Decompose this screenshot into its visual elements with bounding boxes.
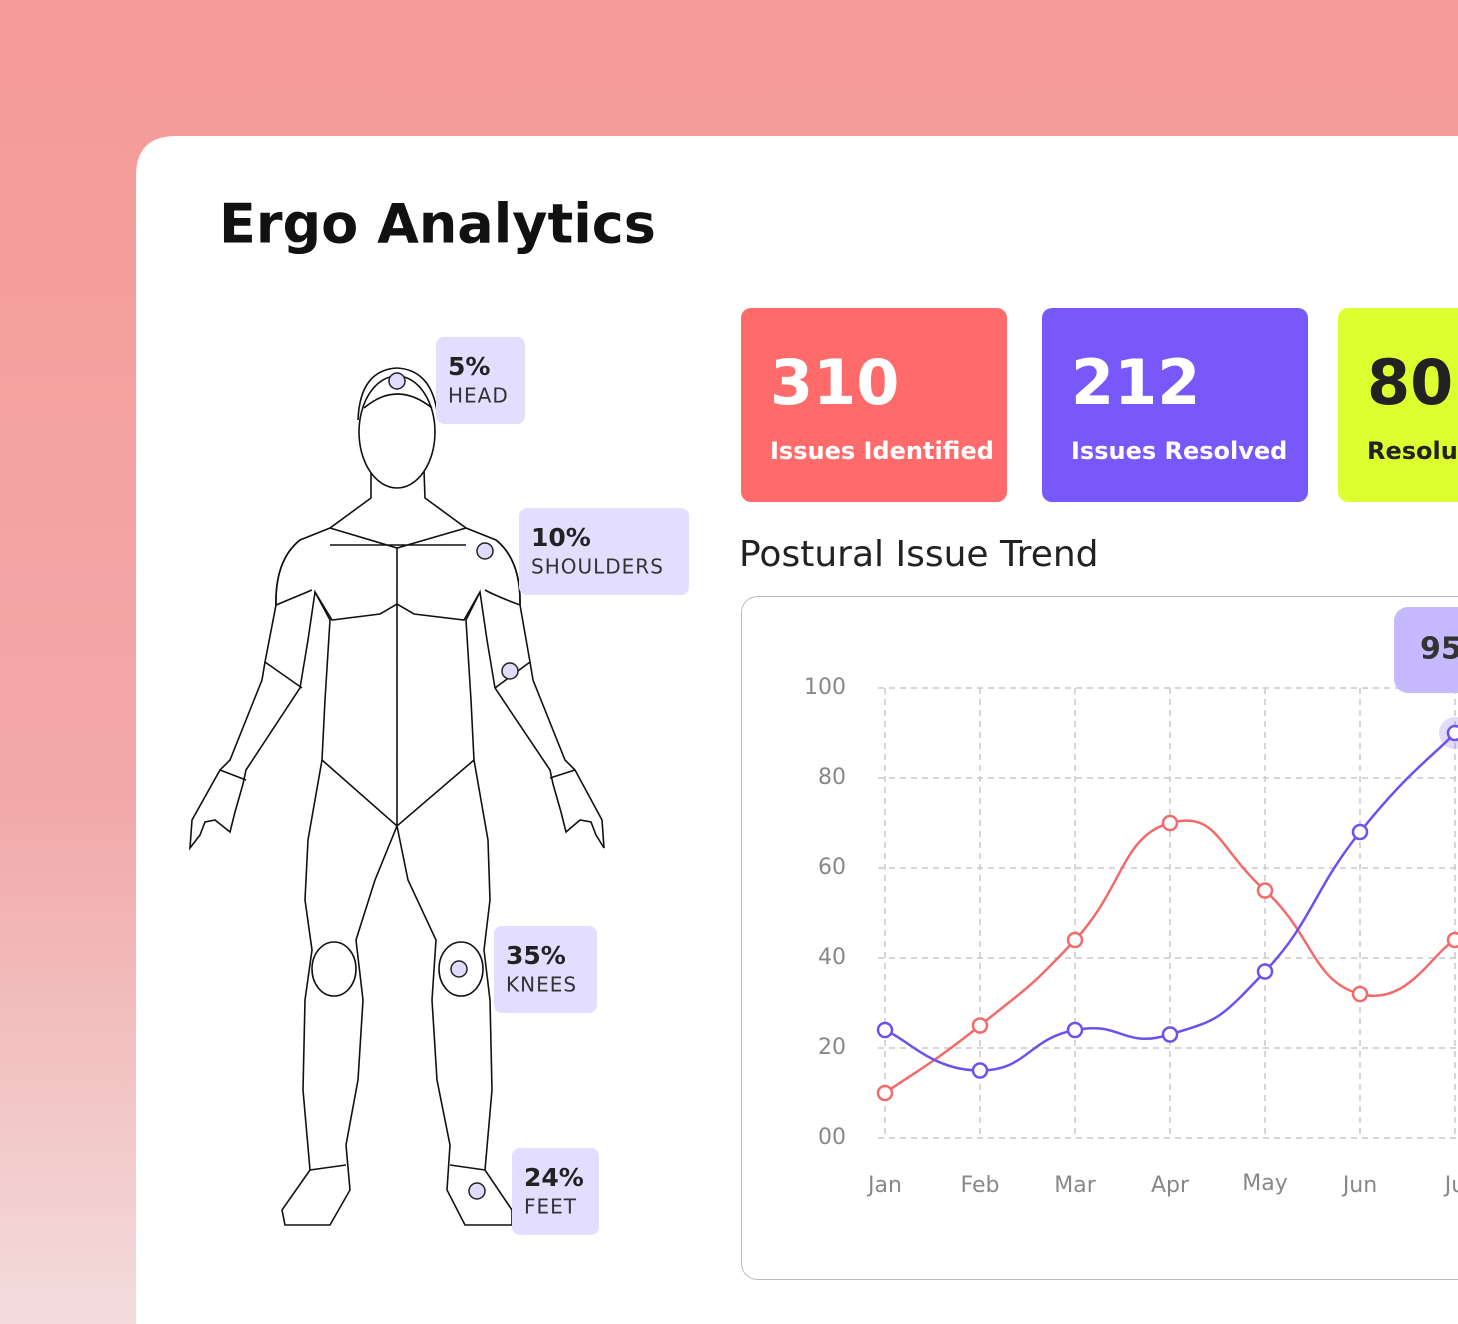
- point: [971, 1062, 989, 1079]
- point: [876, 1021, 894, 1039]
- x-tick-label: Mar: [1054, 1173, 1096, 1198]
- body-figure: [189, 367, 605, 1226]
- point: [1256, 963, 1274, 980]
- chart-title: Postural Issue Trend: [739, 534, 1099, 575]
- stat-cards: 310 Issues Identified 212 Issues Resolved 80…: [741, 308, 1458, 502]
- point: [1351, 823, 1369, 841]
- body-points: 5% HEAD 10% SHOULDERS 35% KNEES 24% FEET: [388, 337, 689, 1235]
- tooltip-text: 95: [1420, 632, 1458, 667]
- point: [1446, 931, 1458, 949]
- x-tick-label: Apr: [1151, 1173, 1190, 1198]
- y-tick-label: 100: [804, 675, 846, 700]
- joint-dot: [450, 960, 468, 978]
- point-label-box: [512, 1148, 599, 1235]
- stat-label: Issues Identified: [770, 437, 994, 465]
- stat-label: Resolu: [1367, 437, 1458, 465]
- x-tick-label: Jan: [866, 1173, 902, 1198]
- point-label: KNEES: [506, 973, 577, 997]
- stat-card: [1338, 308, 1458, 502]
- page-title: Ergo Analytics: [219, 193, 656, 256]
- tooltip-box: [1394, 607, 1458, 693]
- point-label-box: [436, 337, 525, 424]
- x-tick-label: Jun: [1341, 1173, 1377, 1198]
- y-tick-label: 60: [818, 855, 846, 880]
- point: [1066, 931, 1084, 949]
- chart: 00 20 40 60 80 100 Jan Feb Mar Apr May Jun Ju 95: [804, 607, 1458, 1198]
- point-label: FEET: [524, 1195, 577, 1219]
- y-tick-label: 20: [818, 1035, 846, 1060]
- point-label-box: [519, 508, 689, 595]
- stat-value: 212: [1071, 346, 1200, 419]
- point: [1351, 985, 1369, 1003]
- point-value: 35%: [506, 941, 566, 970]
- point-label-box: [494, 926, 597, 1013]
- point: [971, 1017, 989, 1034]
- y-tick-label: 40: [818, 945, 846, 970]
- point-label: SHOULDERS: [531, 555, 664, 579]
- y-tick-label: 80: [818, 765, 846, 790]
- point-value: 24%: [524, 1163, 584, 1192]
- point: [1446, 724, 1458, 742]
- point-value: 10%: [531, 523, 591, 552]
- point: [1256, 882, 1274, 899]
- stat-card: [1042, 308, 1308, 502]
- x-tick-label: Feb: [961, 1173, 1000, 1198]
- stat-value: 310: [770, 346, 899, 419]
- point: [1066, 1021, 1084, 1039]
- joint-dot: [501, 662, 519, 680]
- x-tick-label: May: [1242, 1171, 1287, 1196]
- chart-frame: [741, 596, 1458, 1280]
- point: [1161, 1026, 1179, 1043]
- joint-dot: [388, 372, 406, 390]
- x-tick-label: Ju: [1443, 1173, 1458, 1198]
- joint-dot: [468, 1182, 486, 1200]
- stat-value: 80: [1367, 346, 1453, 419]
- point-label: HEAD: [448, 384, 509, 408]
- point-value: 5%: [448, 352, 490, 381]
- point: [1161, 814, 1179, 832]
- point: [876, 1084, 894, 1102]
- stat-card: [741, 308, 1007, 502]
- y-tick-label: 00: [818, 1125, 846, 1150]
- stat-label: Issues Resolved: [1071, 437, 1287, 465]
- joint-dot: [476, 542, 494, 560]
